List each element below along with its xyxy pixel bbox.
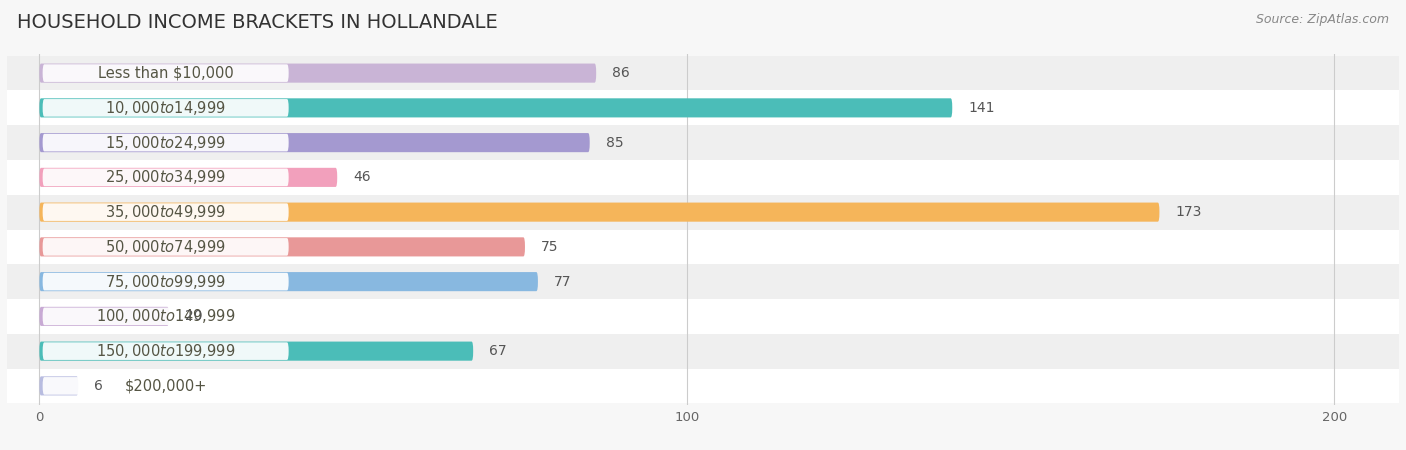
Text: Less than $10,000: Less than $10,000 [98,66,233,81]
FancyBboxPatch shape [42,342,288,360]
Text: $100,000 to $149,999: $100,000 to $149,999 [96,307,235,325]
FancyBboxPatch shape [42,273,288,290]
Text: $50,000 to $74,999: $50,000 to $74,999 [105,238,226,256]
FancyBboxPatch shape [7,334,1399,369]
Text: 20: 20 [186,310,202,324]
FancyBboxPatch shape [7,90,1399,125]
FancyBboxPatch shape [39,63,596,83]
FancyBboxPatch shape [39,202,1160,222]
FancyBboxPatch shape [42,308,288,325]
FancyBboxPatch shape [7,264,1399,299]
Text: 75: 75 [541,240,558,254]
FancyBboxPatch shape [42,134,288,151]
FancyBboxPatch shape [39,168,337,187]
Text: $75,000 to $99,999: $75,000 to $99,999 [105,273,226,291]
Text: $25,000 to $34,999: $25,000 to $34,999 [105,168,226,186]
Text: 173: 173 [1175,205,1202,219]
FancyBboxPatch shape [42,99,288,117]
FancyBboxPatch shape [7,369,1399,403]
FancyBboxPatch shape [7,125,1399,160]
Text: $200,000+: $200,000+ [125,378,207,393]
FancyBboxPatch shape [39,376,79,396]
Text: $150,000 to $199,999: $150,000 to $199,999 [96,342,235,360]
FancyBboxPatch shape [39,133,589,152]
FancyBboxPatch shape [42,238,288,256]
Text: 85: 85 [606,135,623,149]
FancyBboxPatch shape [39,307,169,326]
FancyBboxPatch shape [7,230,1399,264]
FancyBboxPatch shape [7,56,1399,90]
FancyBboxPatch shape [7,195,1399,230]
Text: 86: 86 [613,66,630,80]
Text: 77: 77 [554,274,572,288]
Text: $35,000 to $49,999: $35,000 to $49,999 [105,203,226,221]
FancyBboxPatch shape [39,342,474,361]
FancyBboxPatch shape [39,237,524,256]
Text: Source: ZipAtlas.com: Source: ZipAtlas.com [1256,14,1389,27]
FancyBboxPatch shape [42,64,288,82]
Text: 6: 6 [94,379,103,393]
FancyBboxPatch shape [7,299,1399,334]
Text: 67: 67 [489,344,508,358]
FancyBboxPatch shape [7,160,1399,195]
FancyBboxPatch shape [42,203,288,221]
FancyBboxPatch shape [39,98,952,117]
Text: $15,000 to $24,999: $15,000 to $24,999 [105,134,226,152]
FancyBboxPatch shape [42,377,288,395]
Text: HOUSEHOLD INCOME BRACKETS IN HOLLANDALE: HOUSEHOLD INCOME BRACKETS IN HOLLANDALE [17,14,498,32]
Text: 46: 46 [353,171,371,184]
FancyBboxPatch shape [42,169,288,186]
Text: 141: 141 [969,101,995,115]
Text: $10,000 to $14,999: $10,000 to $14,999 [105,99,226,117]
FancyBboxPatch shape [39,272,538,291]
